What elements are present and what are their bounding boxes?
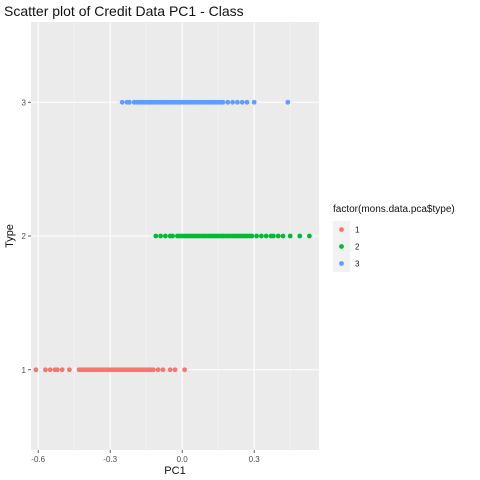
y-tick-label: 2 [22,232,27,241]
data-point-type-1 [182,367,188,373]
axes: -0.6 -0.3 0.0 0.3 1 2 3 PC1 Type [4,98,260,477]
data-point-type-3 [285,99,291,105]
legend-label: 1 [355,226,360,235]
chart-title: Scatter plot of Credit Data PC1 - Class [4,3,244,19]
legend-key-marker [339,227,344,232]
data-point-type-2 [259,233,264,239]
legend: factor(mons.data.pca$type) 1 2 3 [333,204,455,272]
data-point-type-3 [220,99,226,105]
legend-label: 2 [355,243,360,252]
y-tick-label: 1 [22,366,27,375]
data-point-type-1 [67,367,72,373]
data-point-type-2 [275,233,281,239]
data-point-type-1 [55,367,60,373]
y-axis-label: Type [4,224,16,248]
data-point-type-2 [280,233,286,239]
legend-key-marker [339,261,344,266]
data-point-type-1 [172,367,178,373]
data-point-type-3 [230,99,236,105]
data-point-type-1 [167,367,173,373]
x-tick-label: 0.3 [249,455,261,464]
data-point-type-2 [307,233,312,239]
data-point-type-1 [47,367,53,373]
data-point-type-3 [251,99,257,105]
data-point-type-2 [271,233,276,239]
data-point-type-3 [225,99,231,105]
data-point-type-1 [155,367,161,373]
data-point-type-3 [235,99,240,105]
data-point-type-2 [254,233,259,239]
data-point-type-2 [297,233,303,239]
x-axis-label: PC1 [164,465,185,477]
legend-label: 3 [355,260,360,269]
data-point-type-2 [163,233,168,239]
data-point-type-3 [244,99,250,105]
y-tick-label: 3 [22,98,27,107]
data-point-type-2 [153,233,159,239]
data-point-type-1 [151,367,156,373]
data-point-type-2 [170,233,176,239]
x-tick-label: -0.3 [103,455,117,464]
data-point-type-2 [287,233,293,239]
data-point-type-1 [33,367,39,373]
data-point-type-2 [249,233,255,239]
data-point-type-3 [119,99,125,105]
data-point-type-3 [239,99,245,105]
legend-title: factor(mons.data.pca$type) [333,204,455,215]
data-point-type-1 [160,367,166,373]
data-point-type-3 [126,99,132,105]
data-point-type-2 [263,233,269,239]
x-tick-label: 0.0 [177,455,189,464]
data-point-type-2 [158,233,164,239]
plot-panel [31,22,319,450]
data-point-type-1 [43,367,48,373]
data-point-type-1 [59,367,65,373]
x-tick-label: -0.6 [31,455,45,464]
legend-key-marker [339,244,344,249]
